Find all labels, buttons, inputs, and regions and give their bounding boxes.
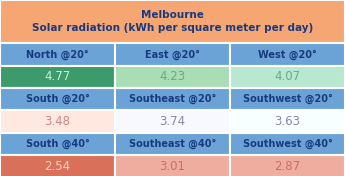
Text: 4.77: 4.77 (45, 70, 71, 83)
Text: 3.74: 3.74 (159, 115, 186, 128)
FancyBboxPatch shape (115, 155, 230, 176)
FancyBboxPatch shape (0, 0, 345, 43)
FancyBboxPatch shape (0, 43, 115, 65)
Text: Southeast @20°: Southeast @20° (129, 94, 216, 104)
FancyBboxPatch shape (230, 65, 345, 88)
FancyBboxPatch shape (230, 88, 345, 111)
FancyBboxPatch shape (230, 133, 345, 155)
Text: 4.23: 4.23 (159, 70, 186, 83)
Text: East @20°: East @20° (145, 49, 200, 59)
FancyBboxPatch shape (0, 65, 115, 88)
Text: 2.54: 2.54 (45, 160, 71, 173)
FancyBboxPatch shape (115, 65, 230, 88)
FancyBboxPatch shape (115, 43, 230, 65)
Text: 3.01: 3.01 (159, 160, 186, 173)
FancyBboxPatch shape (0, 155, 115, 176)
Text: South @40°: South @40° (26, 139, 89, 149)
FancyBboxPatch shape (230, 111, 345, 133)
FancyBboxPatch shape (115, 111, 230, 133)
Text: Southeast @40°: Southeast @40° (129, 139, 216, 149)
Text: West @20°: West @20° (258, 49, 317, 59)
Text: North @20°: North @20° (26, 49, 89, 59)
Text: 4.07: 4.07 (274, 70, 300, 83)
Text: 3.48: 3.48 (45, 115, 70, 128)
FancyBboxPatch shape (115, 88, 230, 111)
FancyBboxPatch shape (0, 111, 115, 133)
Text: Southwest @40°: Southwest @40° (243, 139, 333, 149)
Text: South @20°: South @20° (26, 94, 89, 104)
Text: 3.63: 3.63 (275, 115, 300, 128)
Text: Southwest @20°: Southwest @20° (243, 94, 333, 104)
FancyBboxPatch shape (115, 133, 230, 155)
Text: Melbourne
Solar radiation (kWh per square meter per day): Melbourne Solar radiation (kWh per squar… (32, 10, 313, 33)
FancyBboxPatch shape (0, 88, 115, 111)
FancyBboxPatch shape (0, 133, 115, 155)
Text: 2.87: 2.87 (274, 160, 300, 173)
FancyBboxPatch shape (230, 43, 345, 65)
FancyBboxPatch shape (230, 155, 345, 176)
